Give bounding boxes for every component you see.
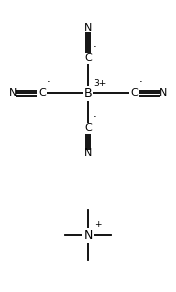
- Text: 3+: 3+: [94, 79, 107, 88]
- Text: ·: ·: [139, 76, 143, 89]
- Text: N: N: [9, 88, 17, 98]
- Text: N: N: [84, 148, 92, 158]
- Text: N: N: [84, 23, 92, 33]
- Text: +: +: [94, 220, 101, 229]
- Text: C: C: [130, 88, 138, 98]
- Text: N: N: [159, 88, 167, 98]
- Text: ·: ·: [93, 111, 97, 124]
- Text: ·: ·: [47, 76, 51, 89]
- Text: C: C: [84, 53, 92, 63]
- Text: C: C: [38, 88, 46, 98]
- Text: C: C: [84, 124, 92, 133]
- Text: N: N: [83, 229, 93, 241]
- Text: ·: ·: [93, 41, 97, 54]
- Text: B: B: [84, 87, 92, 100]
